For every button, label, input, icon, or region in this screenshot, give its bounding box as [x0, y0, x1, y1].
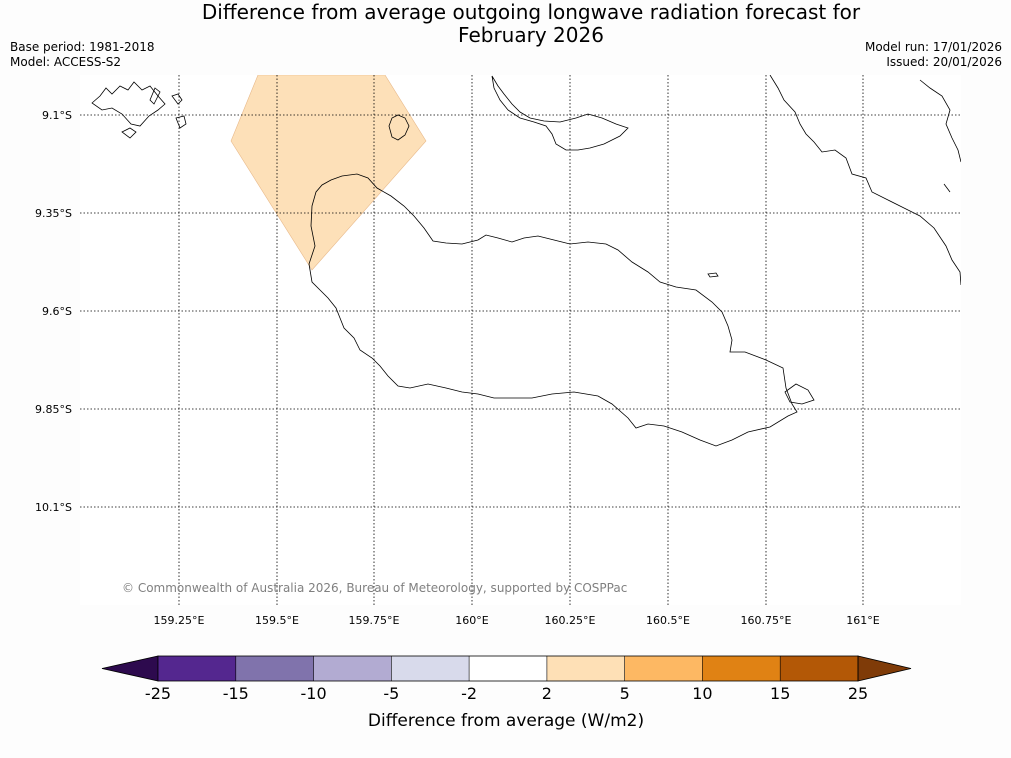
colorbar-tick-label: -2	[461, 684, 477, 703]
colorbar-tick-label: 25	[848, 684, 868, 703]
colorbar-bin	[702, 656, 781, 681]
coastline-small-islet	[707, 272, 719, 278]
title-line-1: Difference from average outgoing longwav…	[201, 0, 861, 24]
gridlines	[80, 75, 961, 605]
colorbar-tick-label: 15	[770, 684, 790, 703]
base-period-text: Base period: 1981-2018	[10, 40, 155, 54]
colorbar-bin	[546, 656, 625, 681]
colorbar-bin	[624, 656, 703, 681]
colorbar-bin	[313, 656, 392, 681]
colorbar-bin	[391, 656, 470, 681]
coastline-florida-islands	[91, 81, 187, 139]
issued-text: Issued: 20/01/2026	[886, 55, 1002, 69]
coastlines	[91, 75, 961, 447]
title-line-2: February 2026	[458, 23, 604, 47]
coastline-makira	[769, 75, 961, 286]
colorbar-tick-label: 5	[620, 684, 630, 703]
info-right: Model run: 17/01/2026 Issued: 20/01/2026	[865, 40, 1002, 70]
lat-label: 9.6°S	[42, 305, 72, 318]
lon-label: 160.75°E	[741, 614, 792, 627]
lon-label: 161°E	[846, 614, 879, 627]
colorbar-bin	[469, 656, 547, 681]
colorbar-arrow-low	[101, 655, 159, 682]
copyright-text: © Commonwealth of Australia 2026, Bureau…	[122, 581, 627, 595]
colorbar-tick-label: 2	[542, 684, 552, 703]
map-title: Difference from average outgoing longwav…	[0, 1, 1011, 47]
colorbar: -25 -15 -10 -5 -2 2 5 10 15 25 Differenc…	[101, 655, 912, 731]
lat-label: 10.1°S	[35, 501, 72, 514]
info-left: Base period: 1981-2018 Model: ACCESS-S2	[10, 40, 155, 70]
model-text: Model: ACCESS-S2	[10, 55, 122, 69]
colorbar-bin	[235, 656, 314, 681]
colorbar-bin	[158, 656, 236, 681]
colorbar-bin	[780, 656, 858, 681]
coastline-malaita	[491, 75, 629, 151]
lon-label: 159.5°E	[255, 614, 299, 627]
lon-label: 160°E	[455, 614, 488, 627]
colorbar-tick-label: -15	[223, 684, 249, 703]
lat-label: 9.85°S	[35, 403, 72, 416]
colorbar-tick-label: 10	[692, 684, 712, 703]
colorbar-title: Difference from average (W/m2)	[368, 711, 644, 731]
map-area[interactable]	[80, 75, 961, 605]
anomaly-region-2-to-5[interactable]	[230, 75, 427, 271]
colorbar-tick-label: -5	[383, 684, 399, 703]
lon-label: 160.25°E	[545, 614, 596, 627]
coastline-savo-island	[388, 114, 410, 141]
model-run-text: Model run: 17/01/2026	[864, 40, 1002, 54]
lon-label: 159.75°E	[349, 614, 400, 627]
lat-label: 9.35°S	[35, 207, 72, 220]
colorbar-arrow-high	[857, 655, 912, 682]
lat-label: 9.1°S	[42, 109, 72, 122]
colorbar-tick-label: -10	[301, 684, 327, 703]
coastline-guadalcanal	[308, 173, 798, 447]
coastline-east-islands	[784, 79, 961, 405]
colorbar-tick-label: -25	[145, 684, 171, 703]
lon-label: 160.5°E	[646, 614, 690, 627]
lon-label: 159.25°E	[154, 614, 205, 627]
